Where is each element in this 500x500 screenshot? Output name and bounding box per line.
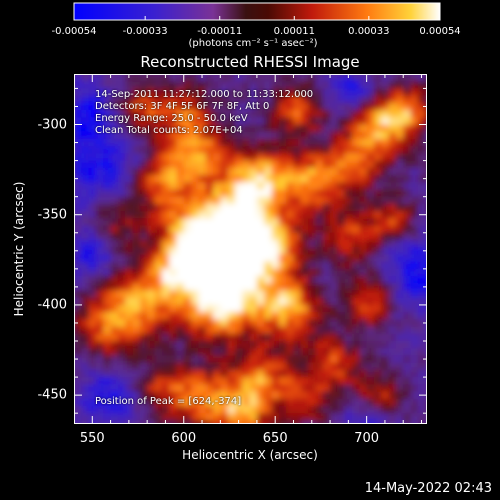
peak-position-label: Position of Peak = [624,-374]	[95, 396, 242, 407]
info-detectors: Detectors: 3F 4F 5F 6F 7F 8F, Att 0	[95, 101, 270, 112]
plot-area	[74, 74, 427, 424]
info-energy-range: Energy Range: 25.0 - 50.0 keV	[95, 113, 248, 124]
y-tick-label: -350	[37, 207, 67, 223]
heatmap-image	[74, 74, 427, 424]
info-time-range: 14-Sep-2011 11:27:12.000 to 11:33:12.000	[95, 89, 314, 100]
colorbar	[73, 2, 441, 21]
colorbar-tick-label: -0.00054	[51, 26, 97, 37]
y-tick-label: -300	[37, 117, 67, 132]
x-tick-label: 550	[79, 431, 105, 446]
footer-timestamp: 14-May-2022 02:43	[364, 481, 492, 496]
axis-ticks	[74, 74, 427, 424]
y-tick-label: -400	[37, 297, 67, 313]
info-total-counts: Clean Total counts: 2.07E+04	[95, 125, 243, 136]
colorbar-tick-label: 0.00011	[273, 26, 315, 37]
y-tick-label: -450	[37, 387, 67, 403]
colorbar-tick-label: 0.00054	[419, 26, 461, 37]
chart-title: Reconstructed RHESSI Image	[140, 53, 360, 71]
colorbar-tick-label: -0.00011	[197, 26, 243, 37]
colorbar-gradient	[73, 2, 441, 21]
colorbar-ticks	[73, 16, 441, 20]
colorbar-units: (photons cm⁻² s⁻¹ asec⁻²)	[188, 38, 318, 49]
y-axis-label: Heliocentric Y (arcsec)	[12, 181, 26, 317]
x-axis-label: Heliocentric X (arcsec)	[182, 448, 318, 462]
x-tick-label: 700	[354, 431, 380, 446]
colorbar-tick-label: -0.00033	[122, 26, 168, 37]
colorbar-tick-label: 0.00033	[348, 26, 390, 37]
x-tick-label: 650	[262, 431, 288, 446]
x-tick-label: 600	[171, 431, 197, 446]
